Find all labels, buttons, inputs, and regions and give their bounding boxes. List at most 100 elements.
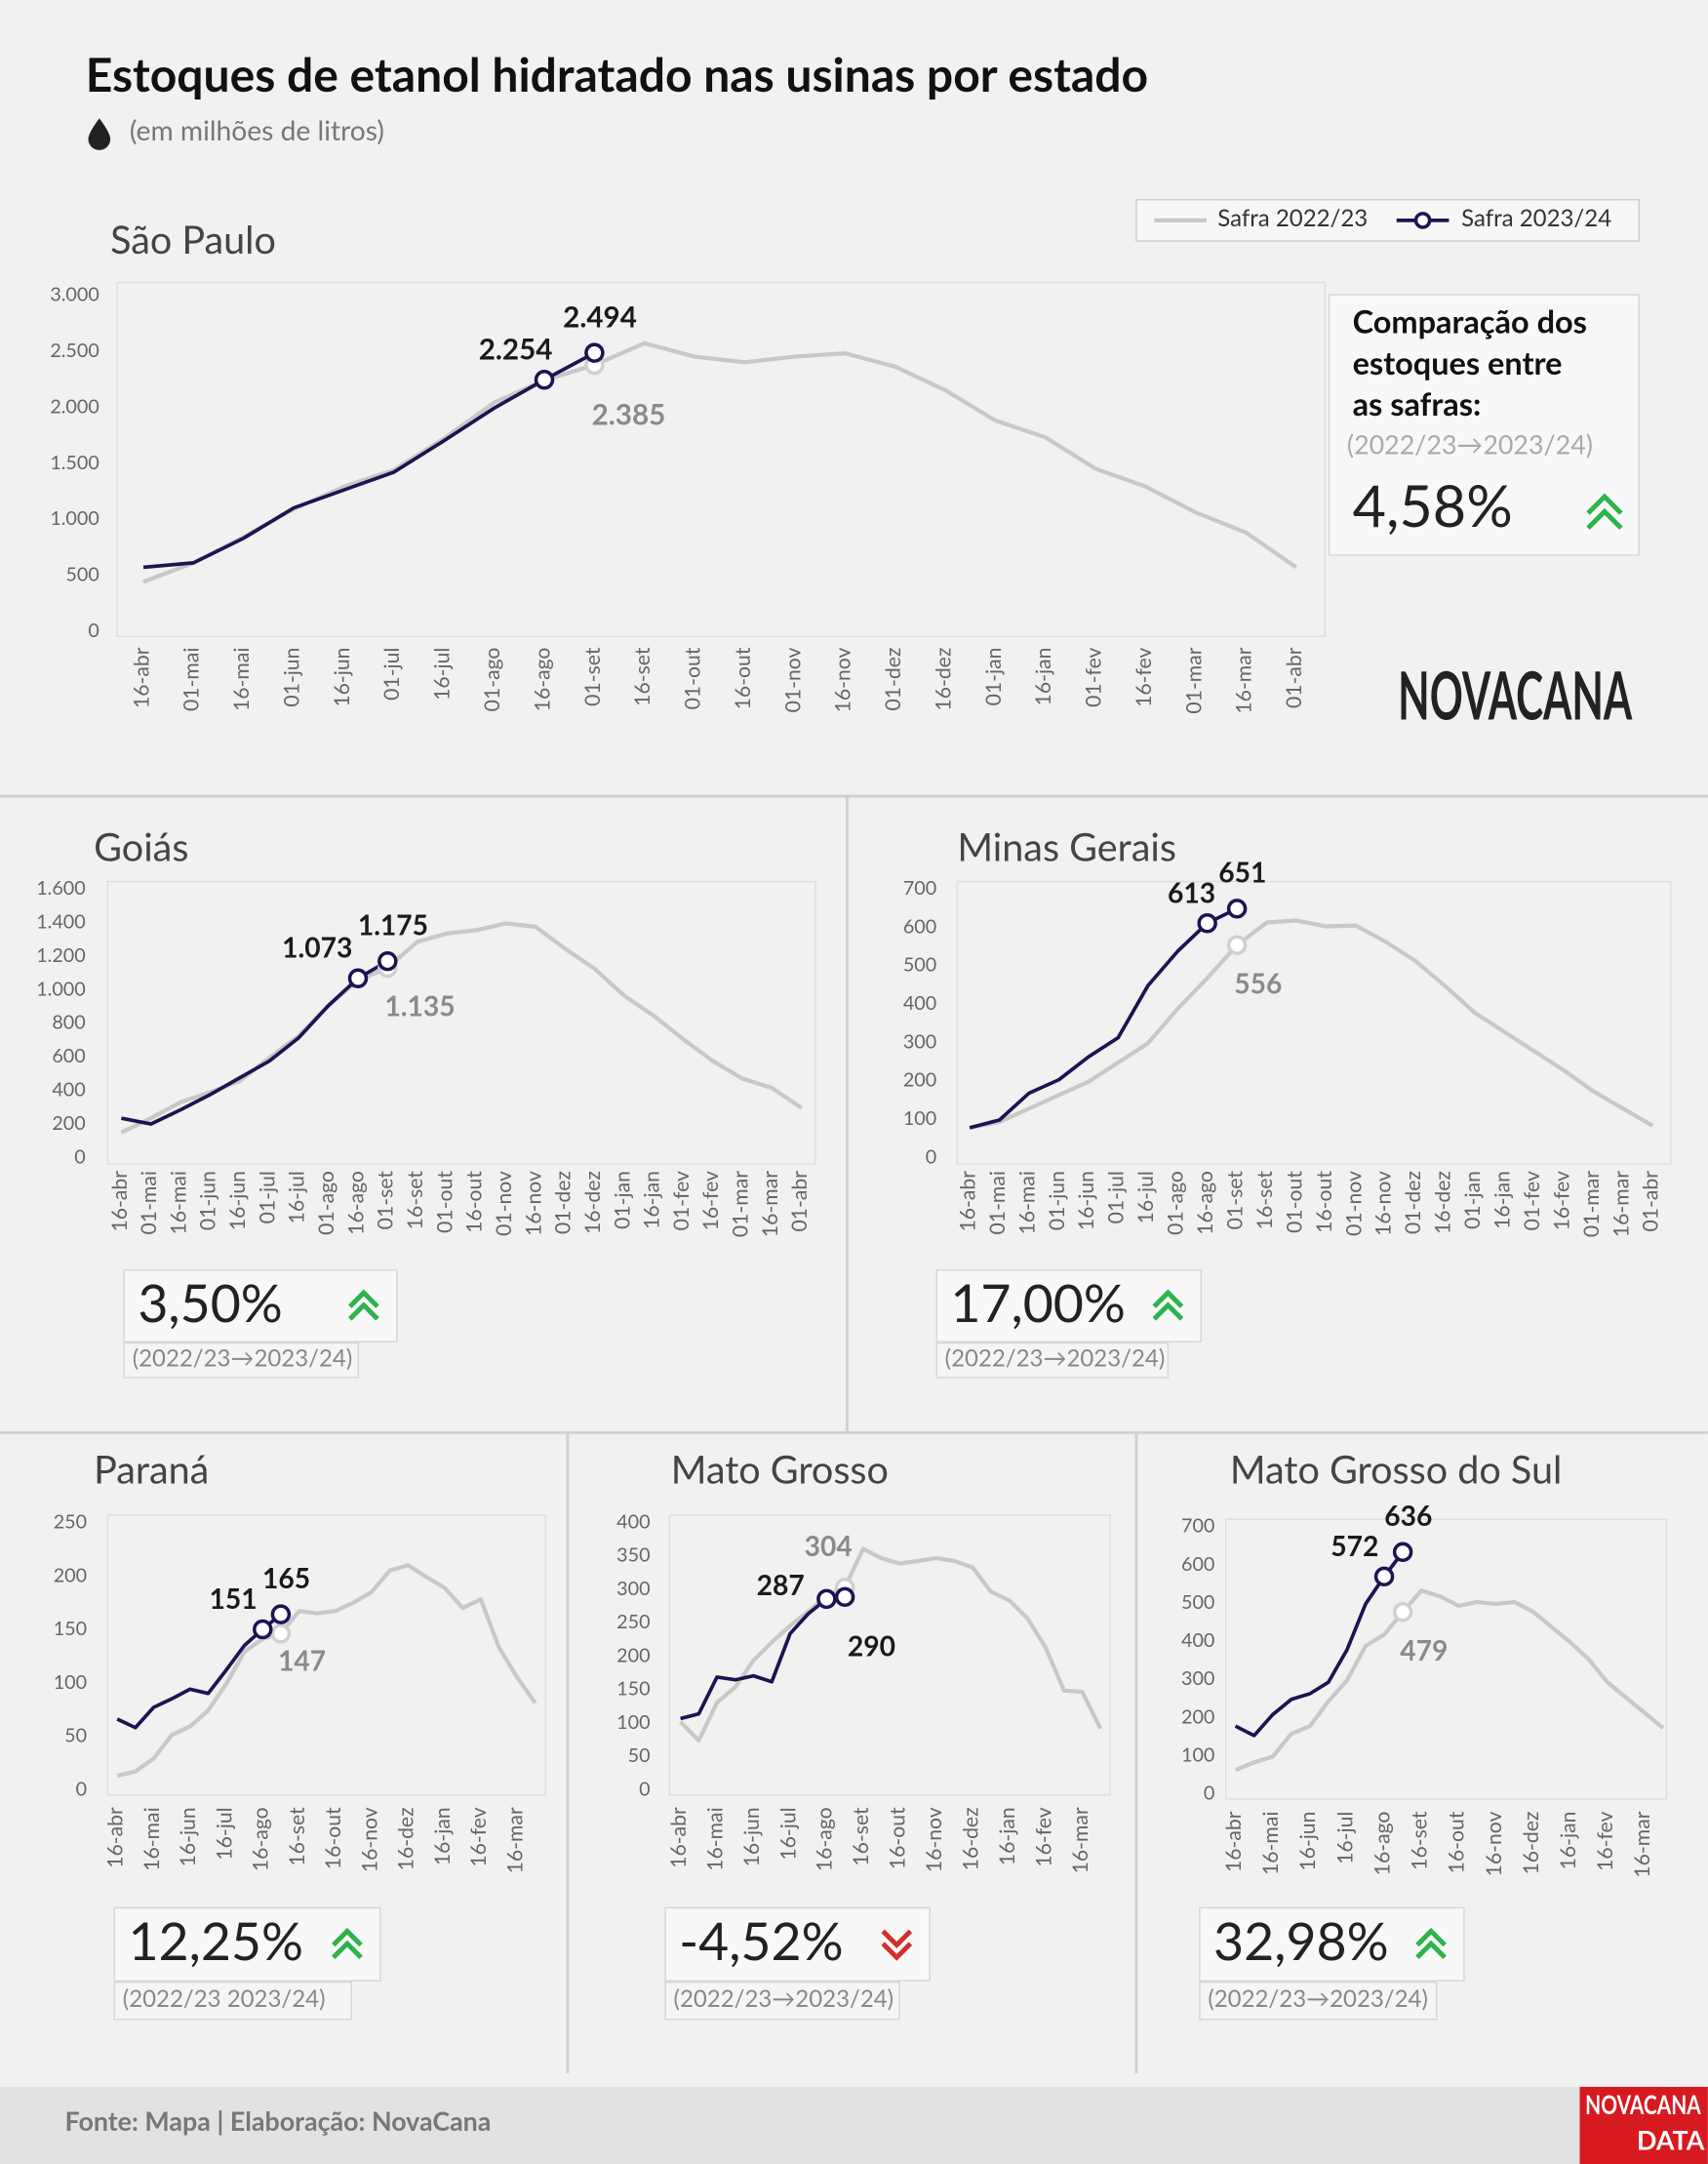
x-tick-label: 01-fev (1519, 1171, 1544, 1230)
comparison-heading: as safras: (1353, 384, 1482, 422)
x-tick-label: 01-mai (984, 1171, 1010, 1234)
y-tick-label: 1.600 (36, 876, 85, 900)
data-label: 287 (757, 1569, 805, 1602)
comparison-note-box (1199, 1981, 1438, 2021)
x-tick-label: 16-mar (1067, 1807, 1092, 1873)
y-tick-label: 100 (903, 1106, 936, 1130)
x-tick-label: 16-mai (701, 1807, 727, 1870)
y-tick-label: 100 (616, 1710, 650, 1734)
series-line (116, 1613, 283, 1730)
x-tick-label: 16-nov (921, 1807, 946, 1872)
x-tick-label: 01-set (579, 647, 605, 706)
x-tick-label: 01-mar (1180, 647, 1206, 713)
data-label: 613 (1168, 876, 1215, 909)
y-tick-label: 500 (1181, 1590, 1214, 1614)
comparison-note-box (113, 1981, 352, 2021)
x-tick-label: 01-out (431, 1171, 457, 1233)
x-tick-label: 16-ago (529, 648, 554, 712)
y-tick-label: 500 (65, 563, 99, 586)
chart-title: Paraná (94, 1447, 209, 1493)
legend (1135, 199, 1640, 242)
x-tick-label: 16-out (320, 1807, 345, 1869)
comparison-note-box (664, 1981, 900, 2021)
x-tick-label: 01-ago (479, 648, 504, 712)
x-tick-label: 16-jul (429, 648, 455, 701)
x-tick-label: 16-set (402, 1171, 427, 1230)
y-tick-label: 1.200 (36, 943, 85, 967)
y-tick-label: 600 (1181, 1552, 1214, 1576)
legend-label: Safra 2023/24 (1461, 204, 1611, 232)
point-marker (584, 342, 605, 363)
series-line (121, 959, 389, 1126)
logo: NOVACANA (1398, 655, 1633, 734)
chart-title: São Paulo (110, 217, 276, 262)
x-tick-label: 16-abr (1220, 1811, 1246, 1872)
x-tick-label: 16-mai (1257, 1812, 1283, 1875)
comparison-change: 17,00% (950, 1271, 1126, 1334)
x-tick-label: 16-fev (1030, 1807, 1055, 1866)
y-tick-label: 800 (52, 1011, 85, 1034)
y-tick-label: 0 (1204, 1782, 1214, 1805)
y-tick-label: 600 (903, 914, 936, 938)
comparison-note: (2022/23→2023/24) (133, 1343, 353, 1372)
x-tick-label: 16-set (284, 1807, 309, 1866)
y-tick-label: 150 (54, 1617, 87, 1640)
y-tick-label: 350 (616, 1543, 650, 1567)
x-tick-label: 16-jul (1331, 1812, 1357, 1864)
y-tick-label: 250 (54, 1509, 87, 1533)
comparison-heading: estoques entre (1353, 343, 1563, 381)
data-label: 572 (1331, 1530, 1378, 1563)
plot-frame (956, 880, 1672, 1165)
y-tick-label: 200 (903, 1068, 936, 1092)
x-tick-label: 16-out (461, 1171, 487, 1233)
point-marker (377, 950, 398, 972)
x-tick-label: 01-fev (1081, 647, 1106, 706)
data-label: 636 (1384, 1500, 1432, 1533)
comparison-change: -4,52% (679, 1909, 843, 1972)
trend-arrow (348, 1302, 379, 1321)
x-tick-label: 16-nov (830, 647, 855, 712)
comparison-note: (2022/23 2023/24) (123, 1984, 326, 2013)
x-tick-label: 16-abr (128, 647, 153, 708)
x-tick-label: 01-jun (278, 648, 303, 707)
comparison-note-box (123, 1342, 359, 1379)
data-label: 479 (1400, 1634, 1448, 1667)
plot-frame (1224, 1518, 1668, 1800)
x-tick-label: 16-abr (665, 1807, 691, 1868)
point-marker (834, 1586, 855, 1608)
x-tick-label: 01-jan (980, 648, 1006, 706)
x-tick-label: 16-dez (393, 1807, 418, 1870)
series-line (969, 906, 1238, 1130)
x-tick-label: 16-mar (1608, 1171, 1633, 1237)
y-tick-label: 50 (64, 1724, 87, 1747)
y-tick-label: 1.000 (36, 977, 85, 1000)
y-tick-label: 0 (639, 1777, 650, 1800)
x-tick-label: 16-nov (520, 1171, 545, 1236)
trend-arrow (332, 1940, 363, 1959)
y-tick-label: 2.500 (50, 339, 99, 362)
y-tick-label: 250 (616, 1610, 650, 1633)
x-tick-label: 16-ago (1369, 1812, 1394, 1876)
x-tick-label: 01-fev (668, 1171, 694, 1230)
x-tick-label: 16-jun (329, 648, 354, 707)
trend-arrow (1415, 1927, 1447, 1947)
x-tick-label: 16-fev (1592, 1811, 1617, 1870)
x-tick-label: 01-dez (550, 1171, 576, 1234)
comparison-note: (2022/23→2023/24) (945, 1343, 1166, 1372)
trend-arrow (1152, 1289, 1184, 1308)
x-tick-label: 16-nov (1481, 1811, 1506, 1876)
point-marker (270, 1604, 292, 1624)
data-label: 151 (209, 1583, 257, 1616)
x-tick-label: 16-dez (1518, 1812, 1543, 1875)
point-marker (270, 1623, 292, 1644)
x-tick-label: 01-set (373, 1171, 398, 1230)
x-tick-label: 16-mai (139, 1807, 164, 1870)
trend-arrow (881, 1929, 913, 1949)
x-tick-label: 16-abr (102, 1807, 128, 1868)
x-tick-label: 16-set (848, 1807, 873, 1866)
x-tick-label: 01-jan (609, 1171, 634, 1229)
data-label: 1.135 (384, 990, 455, 1023)
series-line (969, 918, 1654, 1130)
x-tick-label: 16-jan (994, 1807, 1019, 1865)
point-marker (1226, 899, 1248, 919)
